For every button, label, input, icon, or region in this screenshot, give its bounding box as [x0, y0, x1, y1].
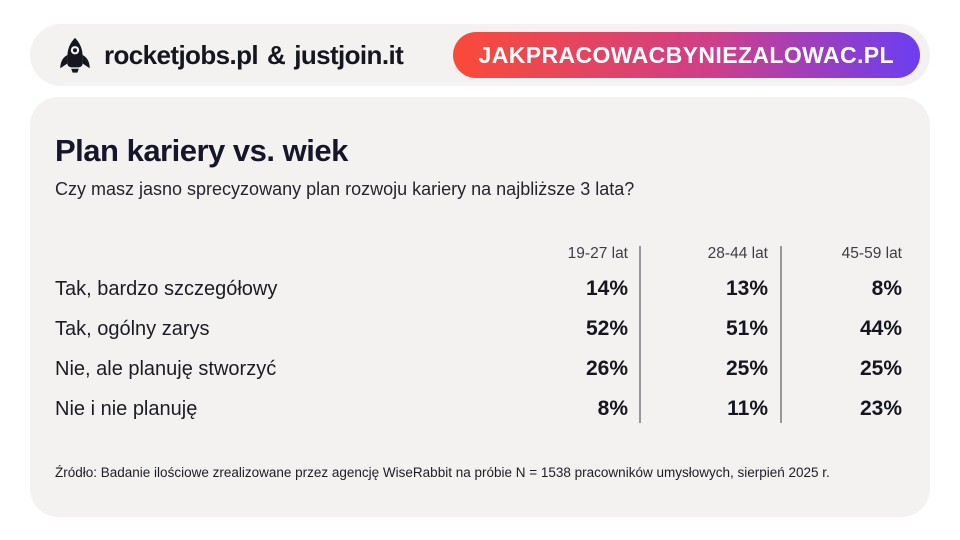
logo-ampersand: & — [267, 39, 286, 70]
top-bar: rocketjobs.pl & justjoin.it JAKPRACOWACB… — [30, 24, 930, 86]
table-row: Nie, ale planuję stworzyć 26% 25% 25% — [55, 349, 902, 389]
column-header-age-19-27: 19-27 lat — [567, 245, 628, 262]
brand-logos: rocketjobs.pl & justjoin.it — [56, 36, 404, 74]
table-row: Tak, ogólny zarys 52% 51% 44% — [55, 309, 902, 349]
logo-text: rocketjobs.pl & justjoin.it — [104, 39, 404, 71]
column-header-age-28-44: 28-44 lat — [707, 245, 768, 262]
row-value: 51% — [725, 317, 768, 340]
rocket-icon — [60, 37, 90, 73]
page-title: Plan kariery vs. wiek — [55, 133, 348, 168]
row-value: 52% — [585, 317, 628, 340]
row-value: 25% — [725, 357, 768, 380]
row-value: 25% — [859, 357, 902, 380]
row-value: 44% — [859, 317, 902, 340]
results-table: 19-27 lat 28-44 lat 45-59 lat Tak, bardz… — [55, 235, 902, 429]
source-note: Źródło: Badanie ilościowe zrealizowane p… — [55, 465, 830, 480]
table-row: Nie i nie planuję 8% 11% 23% — [55, 389, 902, 429]
row-label: Tak, bardzo szczegółowy — [55, 277, 278, 300]
logo-rocketjobs: rocketjobs.pl — [104, 39, 259, 70]
cta-button[interactable]: JAKPRACOWACBYNIEZALOWAC.PL — [452, 32, 920, 78]
column-divider-2 — [780, 246, 782, 423]
column-header-age-45-59: 45-59 lat — [841, 245, 902, 262]
column-divider-1 — [639, 246, 641, 423]
row-value: 23% — [859, 397, 902, 420]
infographic-card: Plan kariery vs. wiek Czy masz jasno spr… — [30, 97, 930, 517]
row-value: 11% — [727, 397, 768, 420]
survey-question: Czy masz jasno sprecyzowany plan rozwoju… — [55, 179, 635, 199]
row-value: 26% — [585, 357, 628, 380]
row-label: Nie i nie planuję — [55, 397, 198, 420]
row-label: Nie, ale planuję stworzyć — [55, 357, 277, 380]
table-header-row: 19-27 lat 28-44 lat 45-59 lat — [55, 235, 902, 269]
table-row: Tak, bardzo szczegółowy 14% 13% 8% — [55, 269, 902, 309]
row-value: 8% — [871, 277, 902, 300]
row-value: 14% — [585, 277, 628, 300]
row-value: 13% — [725, 277, 768, 300]
row-label: Tak, ogólny zarys — [55, 317, 210, 340]
logo-justjoin: justjoin.it — [294, 39, 404, 70]
row-value: 8% — [597, 397, 628, 420]
